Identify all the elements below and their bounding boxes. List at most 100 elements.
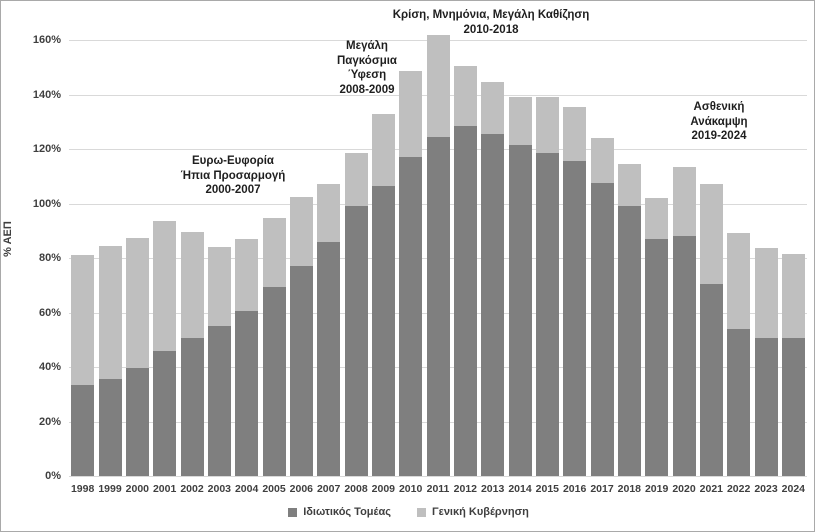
x-axis-category-label: 2009 [371, 483, 395, 495]
y-axis-tick-label: 0% [45, 470, 61, 482]
bar-segment-private-sector [125, 368, 149, 476]
bar-segment-private-sector [590, 183, 614, 476]
x-axis-category-label: 2022 [726, 483, 751, 495]
gridline [69, 476, 807, 477]
x-axis-category-label: 2017 [590, 483, 614, 495]
bar-segment-private-sector [781, 338, 805, 476]
bar-segment-private-sector [645, 238, 669, 476]
bar-segment-general-government [180, 232, 204, 339]
bar-segment-private-sector [453, 125, 477, 476]
bar-segment-general-government [754, 248, 778, 339]
x-axis-category-label: 1998 [70, 483, 95, 495]
x-axis-category-label: 2002 [180, 483, 204, 495]
legend-item-general-government: Γενική Κυβέρνηση [416, 506, 529, 518]
bar-segment-private-sector [262, 286, 286, 476]
bar-segment-private-sector [508, 144, 532, 476]
bar-segment-general-government [453, 65, 477, 126]
bar-segment-private-sector [207, 326, 231, 476]
bar-segment-private-sector [754, 338, 778, 476]
bar-segment-private-sector [481, 134, 505, 476]
x-axis-category-label: 2010 [398, 483, 423, 495]
bar-segment-private-sector [235, 311, 259, 476]
y-axis-tick-label: 120% [32, 143, 61, 155]
bar-segment-general-government [262, 218, 286, 287]
x-axis-category-label: 2008 [344, 483, 368, 495]
bar-segment-private-sector [672, 236, 696, 476]
bar-segment-general-government [645, 198, 669, 239]
y-axis-title: % ΑΕΠ [2, 221, 14, 257]
x-axis-category-label: 2006 [289, 483, 313, 495]
x-axis-category-label: 2003 [207, 483, 231, 495]
bar-segment-general-government [535, 97, 559, 154]
x-axis-category-label: 2015 [535, 483, 559, 495]
bar-segment-general-government [563, 106, 587, 162]
annotation-global-recession: Μεγάλη Παγκόσμια Ύφεση 2008-2009 [337, 40, 397, 96]
y-axis-tick-label: 160% [32, 34, 61, 46]
bar-segment-private-sector [563, 161, 587, 476]
bar-segment-private-sector [289, 266, 313, 476]
y-axis-tick-label: 40% [38, 361, 61, 373]
x-axis-category-label: 2013 [480, 483, 505, 495]
y-axis-tick-label: 20% [38, 415, 61, 428]
bar-segment-general-government [71, 255, 95, 385]
bar-segment-general-government [207, 247, 231, 327]
bar-segment-general-government [371, 113, 395, 186]
x-axis-category-label: 2024 [781, 483, 805, 495]
bar-segment-private-sector [98, 379, 122, 476]
bar-segment-general-government [727, 233, 751, 329]
bar-segment-general-government [125, 237, 149, 369]
x-axis-category-label: 2001 [152, 483, 177, 495]
bar-segment-general-government [508, 97, 532, 145]
legend-label: Γενική Κυβέρνηση [431, 506, 529, 518]
x-axis-category-label: 2016 [562, 483, 587, 495]
x-axis-category-label: 2019 [644, 483, 669, 495]
bar-segment-general-government [481, 82, 505, 134]
y-axis-tick-label: 100% [32, 197, 61, 210]
x-axis-category-label: 2023 [754, 483, 778, 495]
bar-segment-general-government [344, 153, 368, 207]
legend-label: Ιδιωτικός Τομέας [303, 506, 391, 518]
x-axis-category-label: 2018 [617, 483, 641, 495]
bar-segment-private-sector [317, 241, 341, 476]
bar-segment-private-sector [699, 283, 723, 476]
x-axis-category-label: 2005 [262, 483, 286, 495]
bar-segment-general-government [781, 253, 805, 339]
bar-segment-general-government [617, 163, 641, 207]
legend-swatch-icon [288, 507, 298, 517]
y-axis-tick-label: 60% [38, 306, 61, 319]
bar-segment-general-government [426, 34, 450, 137]
bar-segment-private-sector [71, 384, 95, 476]
bar-segment-general-government [672, 166, 696, 237]
bar-segment-general-government [590, 138, 614, 184]
bar-segment-private-sector [180, 338, 204, 476]
bar-segment-general-government [153, 221, 177, 351]
legend-item-private-sector: Ιδιωτικός Τομέας [288, 506, 391, 518]
bar-segment-private-sector [617, 206, 641, 476]
bar-segment-private-sector [371, 185, 395, 476]
bar-segment-private-sector [344, 206, 368, 476]
bar-segment-general-government [317, 184, 341, 242]
bar-segment-general-government [399, 71, 423, 158]
x-axis-category-label: 2007 [316, 483, 341, 495]
x-axis-category-label: 2000 [125, 483, 149, 495]
bar-segment-private-sector [399, 157, 423, 476]
x-axis-category-label: 2004 [234, 483, 259, 495]
bar-segment-general-government [699, 184, 723, 284]
bar-segment-private-sector [727, 328, 751, 476]
bar-segment-general-government [235, 238, 259, 312]
x-axis-category-label: 1999 [98, 483, 122, 495]
bar-segment-private-sector [153, 350, 177, 476]
bar-segment-private-sector [535, 153, 559, 476]
x-axis-category-label: 2012 [453, 483, 477, 495]
annotation-euro-euphoria: Ευρω-Ευφορία Ήπια Προσαρμογή 2000-2007 [180, 155, 286, 196]
x-axis-category-label: 2021 [699, 483, 723, 495]
bar-segment-general-government [98, 245, 122, 380]
annotation-weak-recovery: Ασθενική Ανάκαμψη 2019-2024 [690, 101, 748, 142]
y-axis-tick-label: 80% [38, 252, 61, 264]
chart-legend: Ιδιωτικός Τομέας Γενική Κυβέρνηση [1, 506, 814, 518]
legend-swatch-icon [416, 507, 426, 517]
x-axis-category-label: 2011 [426, 483, 450, 495]
annotation-crisis-memoranda: Κρίση, Μνημόνια, Μεγάλη Καθίζηση 2010-20… [392, 9, 590, 36]
bar-segment-private-sector [426, 136, 450, 476]
